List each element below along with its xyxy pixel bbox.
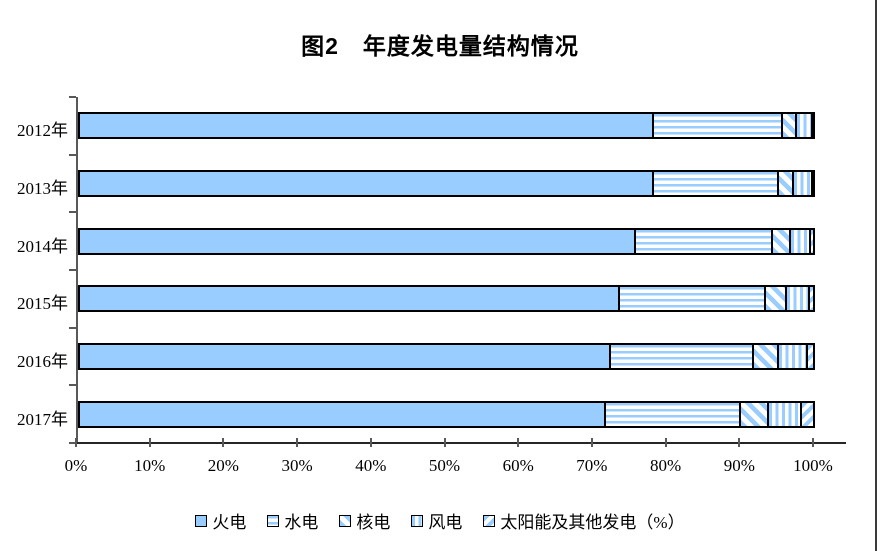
legend-label: 火电 (212, 513, 247, 532)
bar-segment-核电 (782, 112, 798, 140)
bar-segment-风电 (778, 343, 809, 370)
legend-swatch-icon (339, 514, 352, 527)
y-axis-label: 2013年 (17, 179, 68, 198)
y-axis-tick (69, 96, 76, 98)
legend-item-核电: 核电 (339, 508, 390, 533)
bar-segment-水电 (653, 112, 783, 140)
x-axis-tick-label: 0% (64, 456, 88, 475)
x-axis-tick-label: 60% (502, 456, 534, 475)
bar-segment-核电 (772, 227, 791, 255)
x-axis-tick-label: 70% (576, 456, 608, 475)
x-axis-line (76, 442, 846, 444)
bar-segment-核电 (741, 400, 770, 428)
y-axis-tick (69, 442, 76, 444)
bar-segment-核电 (778, 170, 795, 197)
y-axis-tick (69, 211, 76, 214)
x-axis-tick-label: 10% (134, 456, 166, 475)
legend-swatch-icon (195, 514, 208, 527)
bar-segment-太阳能及其他发电（%） (809, 285, 815, 313)
x-axis-tick (590, 438, 593, 447)
legend: 火电 水电 核电 风电 太阳能及其他发电（%） (0, 508, 880, 533)
y-axis-tick (69, 384, 76, 387)
bar-segment-火电 (78, 112, 654, 140)
y-axis-tick (69, 326, 76, 329)
x-axis-tick (517, 438, 520, 447)
bar-row-2015年 (78, 285, 815, 313)
bar-segment-火电 (78, 227, 636, 255)
x-axis-tick (148, 438, 151, 447)
x-axis-tick-label: 30% (281, 456, 313, 475)
bar-segment-风电 (769, 400, 802, 428)
legend-item-水电: 水电 (267, 508, 318, 533)
bar-segment-水电 (610, 343, 754, 370)
x-axis-tick-label: 50% (428, 456, 461, 475)
x-axis-tick (369, 438, 372, 447)
x-axis-tick (296, 438, 299, 447)
bar-segment-火电 (78, 285, 621, 313)
x-axis-tick-label: 100% (793, 456, 833, 475)
y-axis-label: 2014年 (17, 236, 68, 256)
x-axis-tick (812, 438, 814, 447)
legend-swatch-icon (411, 514, 424, 527)
y-axis-label: 2016年 (17, 352, 68, 371)
y-axis-label: 2015年 (17, 294, 68, 314)
plot-area (76, 97, 815, 443)
legend-label: 风电 (428, 513, 463, 532)
bar-segment-水电 (606, 400, 742, 428)
bar-segment-太阳能及其他发电（%） (801, 400, 815, 428)
x-axis-tick (664, 438, 667, 447)
bar-segment-太阳能及其他发电（%） (811, 227, 815, 255)
bar-row-2017年 (78, 400, 815, 428)
bar-segment-风电 (790, 227, 812, 255)
bar-row-2013年 (78, 170, 815, 197)
bar-segment-风电 (786, 285, 810, 313)
x-axis-tick-label: 90% (723, 456, 755, 475)
bar-segment-水电 (654, 170, 779, 197)
y-axis-label: 2012年 (17, 121, 68, 141)
bar-segment-核电 (753, 343, 779, 370)
bar-segment-火电 (78, 400, 607, 428)
bar-segment-风电 (794, 170, 813, 197)
bar-segment-核电 (765, 285, 787, 313)
x-axis-tick-label: 20% (207, 456, 239, 475)
legend-swatch-icon (267, 514, 280, 527)
legend-label: 太阳能及其他发电（%） (500, 513, 685, 532)
legend-item-太阳能及其他发电（%）: 太阳能及其他发电（%） (483, 508, 685, 533)
bar-segment-太阳能及其他发电（%） (812, 170, 815, 197)
bar-segment-水电 (620, 285, 766, 313)
bar-row-2012年 (78, 112, 815, 140)
x-axis-tick-label: 40% (355, 456, 387, 475)
y-axis-tick (69, 153, 76, 156)
bar-segment-风电 (797, 112, 813, 140)
bar-segment-太阳能及其他发电（%） (808, 343, 815, 370)
bar-segment-火电 (78, 170, 655, 197)
legend-swatch-icon (483, 514, 496, 527)
x-axis-tick (443, 438, 446, 447)
bar-segment-太阳能及其他发电（%） (812, 112, 815, 140)
bar-row-2014年 (78, 227, 815, 255)
chart-right-border (875, 0, 877, 551)
bar-segment-火电 (78, 343, 611, 370)
x-axis-tick (222, 438, 225, 447)
y-axis-tick (69, 269, 76, 271)
x-axis-tick-label: 80% (650, 456, 682, 475)
legend-item-风电: 风电 (411, 508, 462, 533)
x-axis-tick (738, 438, 741, 447)
bar-row-2016年 (78, 343, 815, 370)
y-axis-label: 2017年 (17, 409, 68, 429)
bar-segment-水电 (635, 227, 773, 255)
chart-title: 图2 年度发电量结构情况 (301, 33, 579, 59)
x-axis-tick (75, 438, 77, 447)
legend-item-火电: 火电 (195, 508, 246, 533)
legend-label: 水电 (284, 513, 319, 532)
legend-label: 核电 (356, 513, 391, 532)
